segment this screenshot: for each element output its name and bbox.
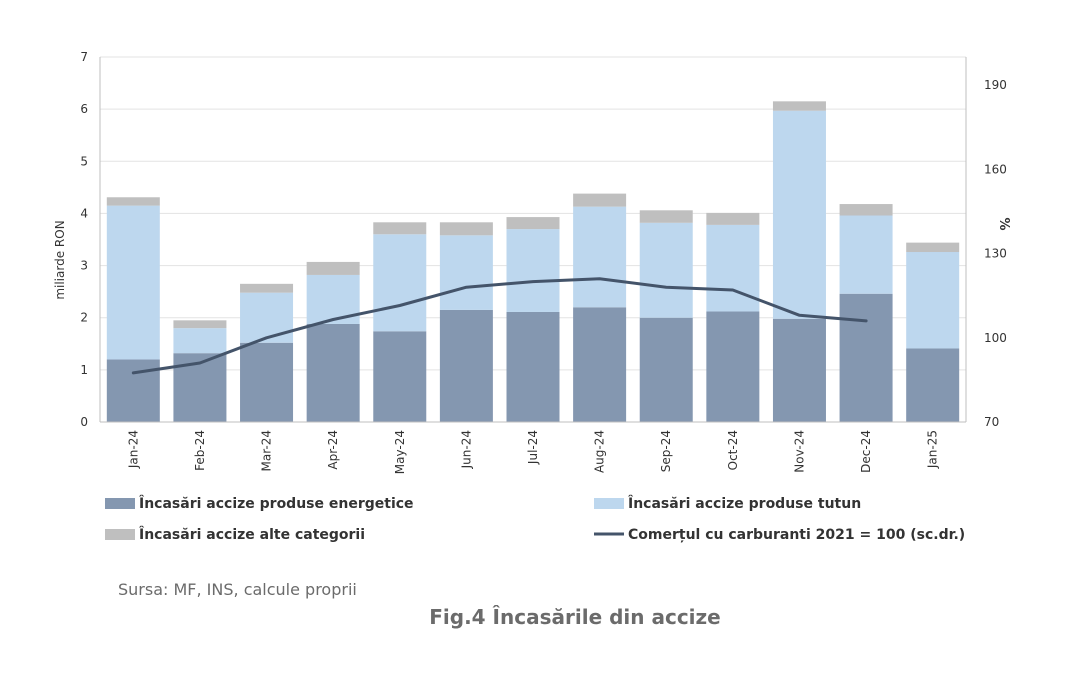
bar-Jan-25-s2: [906, 242, 960, 253]
x-tick-May-24: May-24: [393, 430, 407, 474]
x-tick-Nov-24: Nov-24: [792, 430, 806, 473]
bar-Sep-24-s1: [639, 222, 693, 318]
x-tick-Jul-24: Jul-24: [526, 430, 540, 465]
axes: [99, 57, 967, 423]
y-tick-2: 2: [80, 311, 88, 325]
x-tick-Dec-24: Dec-24: [859, 430, 873, 473]
bar-Feb-24-s1: [173, 328, 227, 354]
x-tick-Sep-24: Sep-24: [659, 430, 673, 472]
y-axis-label: miliarde RON: [53, 220, 67, 299]
x-tick-Apr-24: Apr-24: [326, 430, 340, 470]
legend-label-3: Comerțul cu carburanti 2021 = 100 (sc.dr…: [628, 527, 965, 543]
bar-Jul-24-s2: [506, 217, 560, 230]
y-tick-3: 3: [80, 259, 88, 273]
x-ticks: Jan-24 Feb-24 Mar-24 Apr-24 May-24 Jun-24 Jul-…: [126, 430, 939, 474]
bar-Jul-24-s0: [506, 311, 560, 422]
y2-tick-130: 130: [984, 247, 1007, 261]
y2-tick-190: 190: [984, 78, 1007, 92]
y2-tick-70: 70: [984, 415, 999, 429]
bars: [106, 101, 960, 422]
bar-Jun-24-s1: [439, 235, 493, 310]
bar-Oct-24-s0: [706, 311, 760, 422]
y-ticks-left: 0 1 2 3 4 5 6 7: [80, 50, 88, 429]
bar-May-24-s1: [373, 234, 427, 332]
line-comert-carburanti: [131, 277, 868, 375]
bar-Jan-24-s1: [106, 205, 160, 360]
bar-Jan-24-s2: [106, 197, 160, 206]
y-ticks-right: 70 100 130 160 190: [984, 78, 1007, 429]
figure-caption: Fig.4 Încasările din accize: [429, 605, 721, 629]
line-series: [131, 277, 868, 375]
bar-Jan-25-s0: [906, 348, 960, 422]
bar-Dec-24-s0: [839, 293, 893, 422]
legend: Încasări accize produse energetice Încasă…: [105, 495, 965, 543]
y2-axis-label: %: [996, 217, 1011, 230]
bar-Aug-24-s2: [573, 193, 627, 207]
y-tick-5: 5: [80, 154, 88, 168]
y-tick-6: 6: [80, 102, 88, 116]
y-tick-1: 1: [80, 363, 88, 377]
bar-Feb-24-s2: [173, 320, 227, 329]
bar-Apr-24-s0: [306, 323, 360, 422]
legend-label-0: Încasări accize produse energetice: [139, 495, 414, 512]
bar-Nov-24-s1: [772, 110, 826, 319]
x-tick-Feb-24: Feb-24: [193, 430, 207, 471]
bar-May-24-s2: [373, 222, 427, 235]
legend-swatch-0: [105, 498, 135, 509]
y2-tick-100: 100: [984, 331, 1007, 345]
bar-Apr-24-s2: [306, 261, 360, 275]
source-note: Sursa: MF, INS, calcule proprii: [118, 580, 357, 599]
bar-Nov-24-s0: [772, 318, 826, 422]
excise-chart: 0 1 2 3 4 5 6 7 70 100 130 160 190 Jan-24 Feb-24 Mar-…: [53, 50, 1011, 543]
x-tick-Jan-25: Jan-25: [926, 430, 940, 469]
legend-swatch-1: [594, 498, 624, 509]
bar-Mar-24-s1: [240, 292, 294, 343]
bar-Dec-24-s2: [839, 204, 893, 216]
bar-Jun-24-s2: [439, 222, 493, 236]
bar-Mar-24-s2: [240, 283, 294, 293]
bar-Oct-24-s2: [706, 212, 760, 225]
bar-Jan-25-s1: [906, 252, 960, 349]
x-tick-Mar-24: Mar-24: [260, 430, 274, 471]
bar-Aug-24-s0: [573, 307, 627, 422]
bar-Dec-24-s1: [839, 215, 893, 294]
y2-tick-160: 160: [984, 162, 1007, 176]
bar-Nov-24-s2: [772, 101, 826, 111]
bar-Sep-24-s0: [639, 317, 693, 422]
y-tick-7: 7: [80, 50, 88, 64]
x-tick-Jun-24: Jun-24: [459, 430, 473, 469]
y-tick-0: 0: [80, 415, 88, 429]
bar-May-24-s0: [373, 331, 427, 422]
legend-label-2: Încasări accize alte categorii: [139, 526, 365, 543]
bar-Jul-24-s1: [506, 229, 560, 312]
x-tick-Jan-24: Jan-24: [126, 430, 140, 469]
x-tick-Aug-24: Aug-24: [593, 430, 607, 473]
legend-swatch-2: [105, 529, 135, 540]
bar-Jun-24-s0: [439, 309, 493, 422]
bar-Aug-24-s1: [573, 206, 627, 308]
bar-Mar-24-s0: [240, 342, 294, 422]
legend-label-1: Încasări accize produse tutun: [628, 495, 861, 512]
x-tick-Oct-24: Oct-24: [726, 430, 740, 470]
bar-Sep-24-s2: [639, 210, 693, 223]
y-tick-4: 4: [80, 206, 88, 220]
